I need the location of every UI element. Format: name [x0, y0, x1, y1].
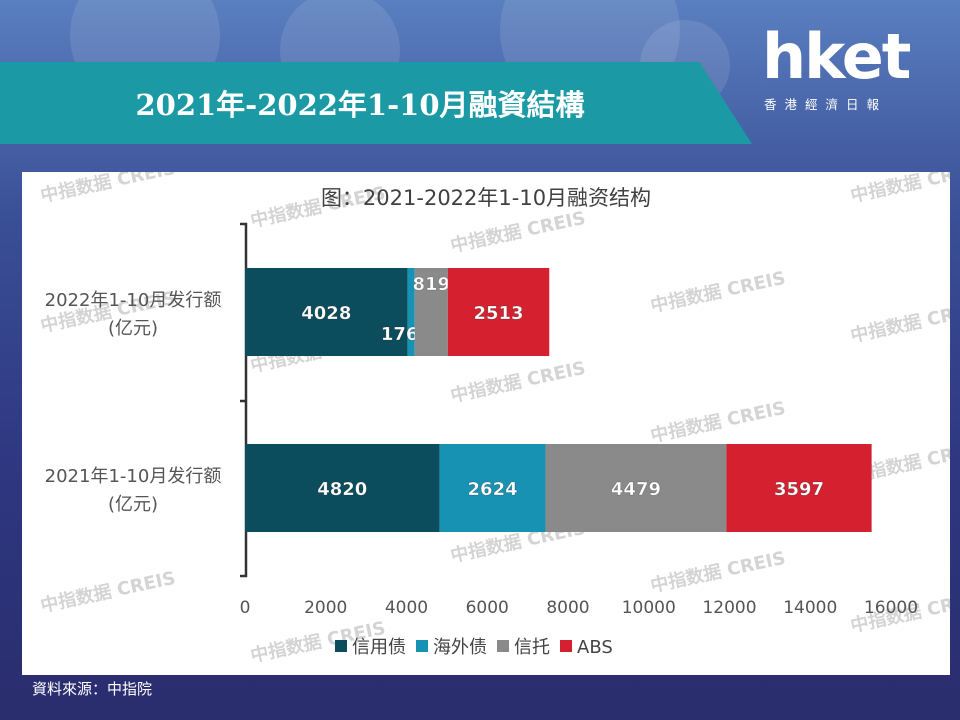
source-note: 資料來源：中指院	[32, 680, 153, 698]
chart-title: 图：2021-2022年1-10月融资结构	[321, 186, 651, 210]
legend-label: 信托	[514, 637, 550, 658]
x-tick-label: 8000	[546, 598, 589, 618]
bar-segment	[439, 444, 546, 532]
data-label: 176	[381, 324, 419, 345]
watermark-text: 中指数据 CREIS	[848, 172, 950, 207]
legend-swatch	[560, 640, 572, 652]
legend-swatch	[335, 640, 347, 652]
watermark-text: 中指数据 CREIS	[648, 397, 787, 447]
bar-segment	[447, 268, 550, 356]
legend-label: 信用债	[352, 637, 406, 658]
bar-segment	[726, 444, 872, 532]
watermark-text: 中指数据 CREIS	[848, 297, 950, 347]
watermark-text: 中指数据 CREIS	[38, 567, 177, 617]
category-label: 2022年1-10月发行额	[45, 290, 222, 311]
category-label: (亿元)	[108, 494, 158, 515]
data-label: 2513	[473, 303, 523, 324]
bar-segment	[245, 268, 408, 356]
legend-swatch	[416, 640, 428, 652]
watermark-text: 中指数据 CREIS	[648, 547, 787, 597]
watermark-text: 中指数据 CREIS	[38, 172, 177, 207]
chart-panel: 中指数据 CREIS 中指数据 CREIS 中指数据 CREIS 中指数据 CREIS…	[22, 157, 960, 675]
data-label: 3597	[774, 479, 824, 500]
hket-logo: hket 香港經濟日報	[760, 22, 930, 122]
legend-label: 海外债	[433, 637, 487, 658]
watermark-text: 中指数据 CREIS	[448, 207, 587, 257]
data-label: 4028	[301, 303, 351, 324]
x-tick-label: 14000	[783, 598, 837, 618]
x-tick-label: 16000	[864, 598, 918, 618]
x-tick-label: 2000	[304, 598, 347, 618]
data-label: 4479	[611, 479, 661, 500]
watermark-text: 中指数据 CREIS	[648, 267, 787, 317]
logo-text: hket	[762, 20, 911, 93]
x-tick-label: 10000	[622, 598, 676, 618]
x-tick-label: 0	[240, 598, 251, 618]
watermark-text: 中指数据 CREIS	[448, 357, 587, 407]
bar-segment	[245, 444, 440, 532]
legend-label: ABS	[577, 637, 613, 658]
bar-segment	[545, 444, 727, 532]
x-tick-label: 4000	[385, 598, 428, 618]
bar-segment	[414, 268, 448, 356]
category-label: 2021年1-10月发行额	[45, 466, 222, 487]
data-label: 4820	[317, 479, 367, 500]
stacked-bar-chart: 中指数据 CREIS 中指数据 CREIS 中指数据 CREIS 中指数据 CREIS…	[38, 157, 960, 667]
category-label: (亿元)	[108, 318, 158, 339]
logo-subtext: 香港經濟日報	[764, 97, 888, 112]
x-tick-label: 6000	[466, 598, 509, 618]
legend-swatch	[497, 640, 509, 652]
x-tick-label: 12000	[702, 598, 756, 618]
data-label: 819	[412, 274, 450, 295]
data-label: 2624	[468, 479, 518, 500]
page-title: 2021年-2022年1-10月融資結構	[135, 88, 585, 122]
bar-segment	[407, 268, 415, 356]
title-banner	[0, 62, 752, 144]
